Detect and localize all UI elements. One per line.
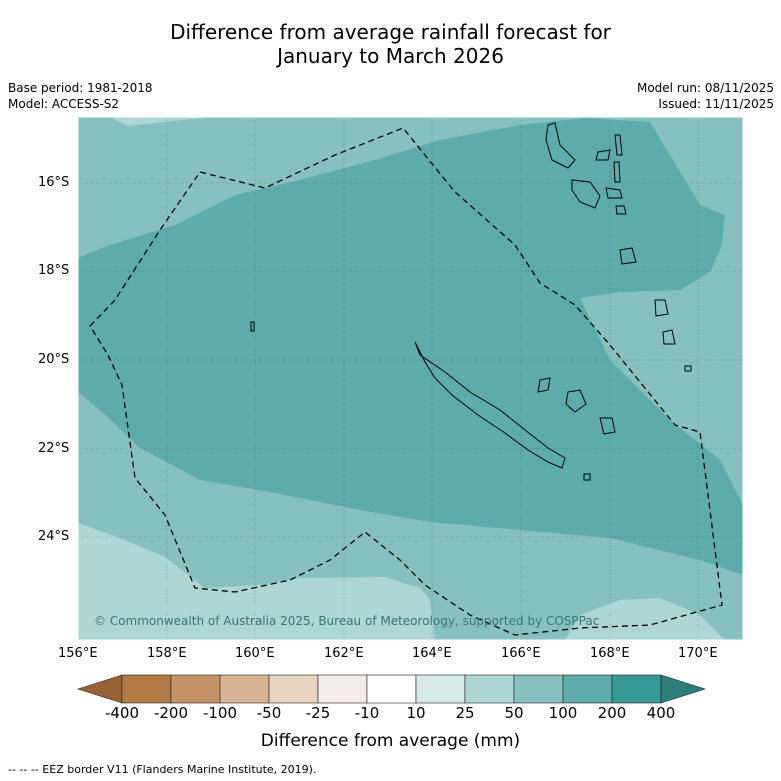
graticule <box>78 117 743 640</box>
title-line-1: Difference from average rainfall forecas… <box>170 20 611 44</box>
colorbar-tick-label: 10 <box>406 704 426 722</box>
colorbar-segment <box>415 674 466 704</box>
new-caledonia-island <box>414 341 566 469</box>
island-chesterfield <box>250 321 255 332</box>
base-period: Base period: 1981-2018 <box>8 81 153 95</box>
colorbar-tick-label: 400 <box>646 704 676 722</box>
island-lifou <box>565 389 587 413</box>
issued-date: Issued: 11/11/2025 <box>658 97 774 111</box>
island-maewo <box>614 134 623 156</box>
colorbar-arrow-high <box>660 674 706 704</box>
colorbar-segment <box>317 674 368 704</box>
eez-legend: -- -- -- EEZ border V11 (Flanders Marine… <box>8 763 317 776</box>
colorbar-tick-label: 25 <box>455 704 475 722</box>
island-pines <box>583 473 591 481</box>
island-tanna <box>662 329 676 345</box>
model-name: Model: ACCESS-S2 <box>8 97 120 111</box>
colorbar-segment <box>268 674 319 704</box>
eez-border <box>89 127 723 636</box>
lat-label: 16°S <box>38 175 70 190</box>
colorbar-segment <box>121 674 172 704</box>
zone-25-50-southeast <box>565 598 725 640</box>
colorbar-title: Difference from average (mm) <box>260 731 521 751</box>
lon-label: 158°E <box>147 646 187 661</box>
colorbar-tick-label: -200 <box>153 704 189 722</box>
island-erromango <box>654 299 669 317</box>
colorbar-segment <box>219 674 270 704</box>
colorbar-tick-label: -100 <box>202 704 238 722</box>
colorbar-segment <box>562 674 613 704</box>
rainfall-anomaly-field <box>78 117 743 640</box>
island-aneityum <box>684 365 692 372</box>
colorbar-segment <box>611 674 662 704</box>
colorbar-segment <box>170 674 221 704</box>
lon-label: 168°E <box>590 646 630 661</box>
colorbar-tick-label: 100 <box>548 704 578 722</box>
lon-label: 156°E <box>58 646 98 661</box>
lon-label: 162°E <box>324 646 364 661</box>
zone-100-200 <box>78 118 743 575</box>
lat-label: 24°S <box>38 529 70 544</box>
island-ouvea <box>537 377 551 393</box>
colorbar-segment <box>464 674 515 704</box>
colorbar-tick-label: -10 <box>354 704 380 722</box>
lat-label: 22°S <box>38 441 70 456</box>
lon-label: 170°E <box>678 646 718 661</box>
lon-label: 160°E <box>235 646 275 661</box>
colorbar-arrow-low <box>77 674 123 704</box>
map-frame <box>77 116 744 641</box>
colorbar-tick-label: -25 <box>305 704 331 722</box>
colorbar-segment <box>513 674 564 704</box>
colorbar-tick-label: -50 <box>256 704 282 722</box>
colorbar-tick-label: 50 <box>504 704 524 722</box>
model-run: Model run: 08/11/2025 <box>636 81 774 95</box>
island-pentecost <box>613 161 621 183</box>
lon-label: 166°E <box>501 646 541 661</box>
island-ambae <box>595 149 611 161</box>
title-line-2: January to March 2026 <box>277 44 504 68</box>
lat-label: 20°S <box>38 352 70 367</box>
colorbar <box>77 674 706 704</box>
island-epi <box>615 205 627 215</box>
island-efate <box>619 247 637 265</box>
colorbar-tick-label: -400 <box>104 704 140 722</box>
lon-label: 164°E <box>412 646 452 661</box>
island-espiritu-santo <box>545 122 576 169</box>
colorbar-segment <box>366 674 417 704</box>
copyright-notice: © Commonwealth of Australia 2025, Bureau… <box>94 614 600 628</box>
colorbar-tick-label: 200 <box>597 704 627 722</box>
lat-label: 18°S <box>38 263 70 278</box>
island-ambrym <box>605 187 623 199</box>
zone-25-50-top <box>110 117 210 126</box>
island-malekula <box>571 179 601 209</box>
coastlines <box>250 122 692 481</box>
island-mare <box>599 417 616 435</box>
zone-25-50-southwest <box>78 523 435 640</box>
